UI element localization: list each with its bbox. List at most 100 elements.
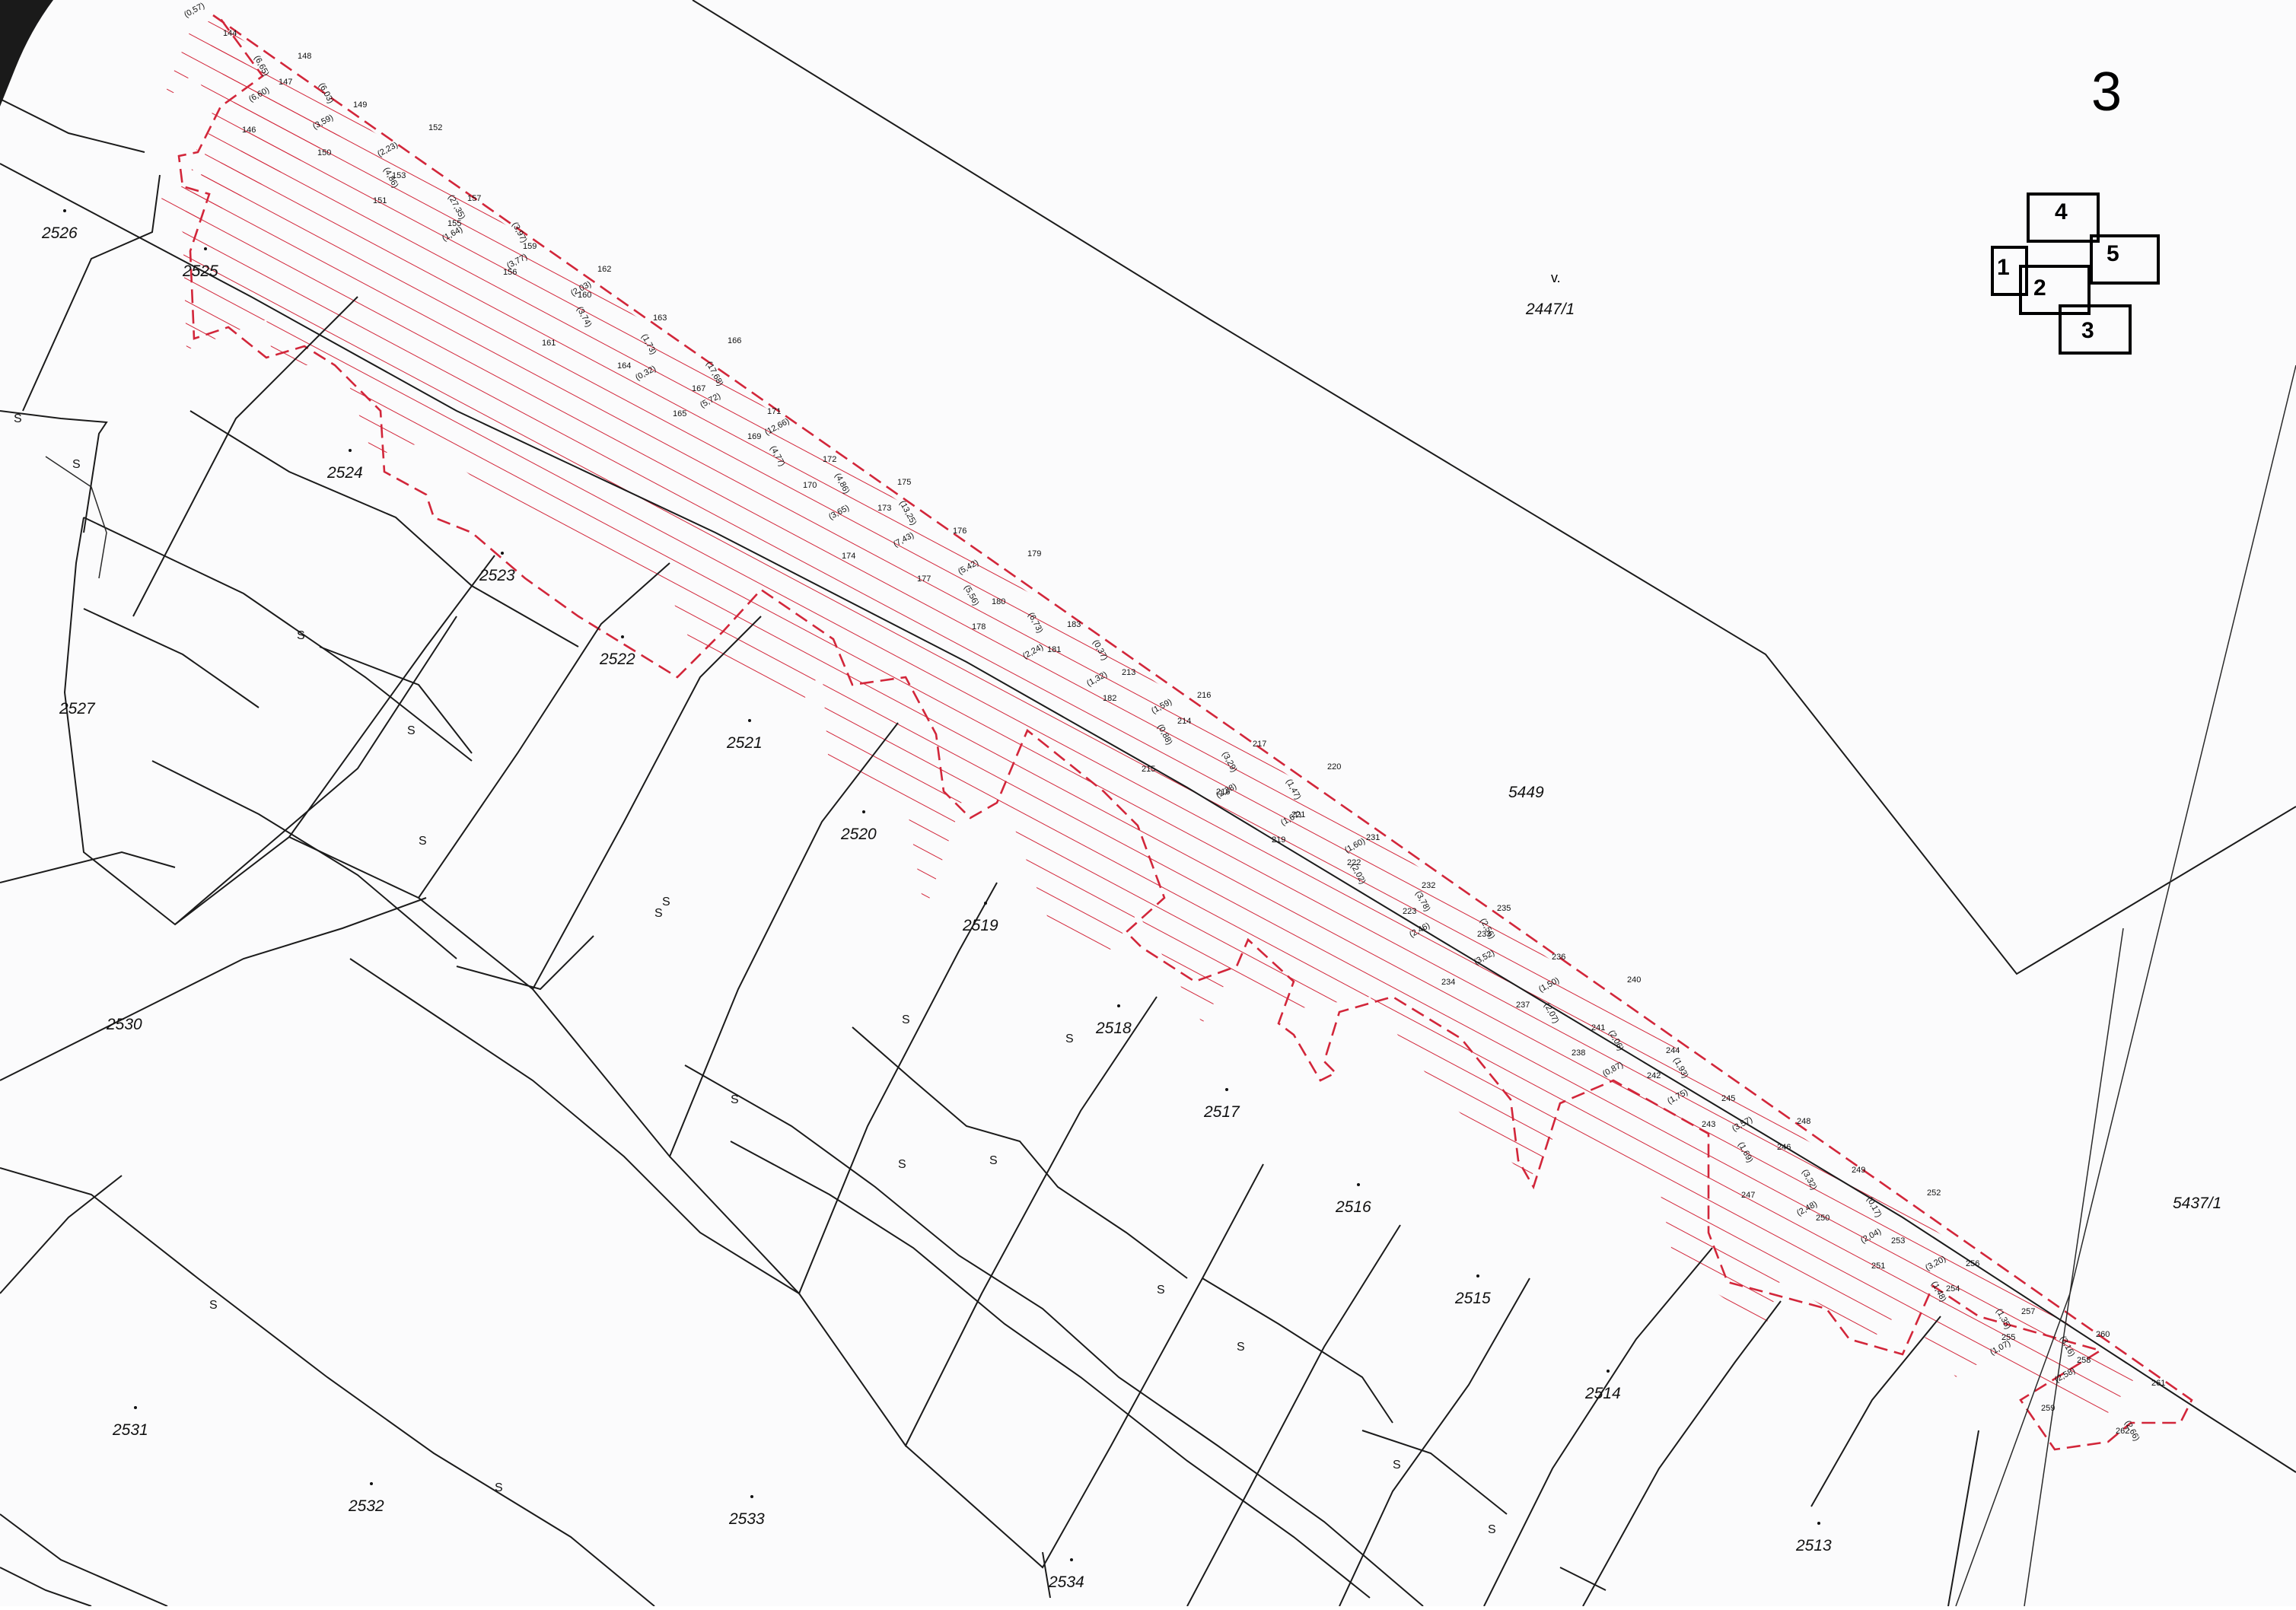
point-label: 165 <box>673 409 687 418</box>
parcel-label[interactable]: 2515 <box>1455 1290 1491 1307</box>
index-label-2: 2 <box>2033 275 2046 301</box>
sheet-index-map <box>1991 192 2160 355</box>
point-label: 252 <box>1927 1188 1941 1198</box>
point-label: 181 <box>1047 645 1062 654</box>
point-label: 150 <box>317 148 332 158</box>
parcel-label[interactable]: 2530 <box>107 1016 142 1033</box>
parcel-centroid-dot <box>1607 1370 1610 1373</box>
point-label: 161 <box>542 339 556 348</box>
parcel-label[interactable]: 2513 <box>1796 1537 1832 1554</box>
point-label: 173 <box>877 504 892 513</box>
parcel-label[interactable]: 2524 <box>327 464 363 482</box>
point-label: 249 <box>1852 1166 1866 1175</box>
parcel-label[interactable]: 5449 <box>1508 784 1544 801</box>
parcel-label[interactable]: 2518 <box>1096 1020 1132 1037</box>
point-label: 222 <box>1347 858 1361 867</box>
parcel-centroid-dot <box>370 1482 373 1485</box>
point-label: 162 <box>597 265 612 274</box>
svg-text:S: S <box>407 724 416 737</box>
parcel-label[interactable]: 2521 <box>727 734 763 752</box>
parcel-label[interactable]: 2447/1 <box>1526 301 1575 318</box>
point-label: 241 <box>1591 1023 1606 1032</box>
parcel-label[interactable]: 2533 <box>729 1510 765 1528</box>
point-label: 240 <box>1627 975 1642 985</box>
point-label: 182 <box>1103 694 1117 703</box>
parcel-centroid-dot <box>349 449 352 452</box>
point-label: 176 <box>953 527 967 536</box>
point-label: 214 <box>1177 717 1192 726</box>
svg-text:S: S <box>662 896 670 908</box>
svg-text:S: S <box>1393 1459 1401 1472</box>
index-label-3: 3 <box>2081 318 2094 343</box>
point-label: 238 <box>1572 1048 1586 1058</box>
point-label: 155 <box>447 219 462 228</box>
point-label: 149 <box>353 100 368 110</box>
point-label: 243 <box>1702 1120 1716 1129</box>
point-label: 169 <box>747 432 762 441</box>
parcel-label[interactable]: 2534 <box>1049 1573 1084 1591</box>
point-label: 247 <box>1741 1191 1756 1200</box>
point-label: 244 <box>1666 1046 1680 1055</box>
parcel-label[interactable]: 2517 <box>1204 1103 1240 1121</box>
point-label: 147 <box>279 78 293 87</box>
svg-text:S: S <box>654 907 663 920</box>
svg-text:S: S <box>495 1481 503 1494</box>
point-label: 180 <box>992 597 1006 606</box>
point-label: 217 <box>1253 740 1267 749</box>
point-label: 148 <box>298 52 312 61</box>
road-edge-upper <box>692 0 2296 975</box>
point-label: 223 <box>1403 907 1417 916</box>
point-label: 146 <box>242 126 256 135</box>
scan-corner <box>0 0 53 107</box>
parcel-label[interactable]: 2520 <box>841 826 877 843</box>
point-label: 220 <box>1327 762 1342 772</box>
parcel-label[interactable]: 2531 <box>113 1421 148 1439</box>
parcel-centroid-dot <box>1357 1183 1360 1186</box>
parcel-centroid-dot <box>750 1495 753 1498</box>
lot-lines <box>0 98 1979 1607</box>
parcel-centroid-dot <box>1476 1274 1479 1278</box>
point-label: 151 <box>373 196 387 205</box>
parcel-label[interactable]: 2525 <box>183 262 218 280</box>
parcel-label[interactable]: 2527 <box>59 700 95 718</box>
point-label: 170 <box>803 481 817 490</box>
point-label: 153 <box>392 171 406 180</box>
parcel-centroid-dot <box>1117 1004 1120 1007</box>
right-vertical <box>2024 928 2124 1607</box>
parcel-label[interactable]: 2523 <box>479 567 515 584</box>
parcel-label[interactable]: 2519 <box>963 917 998 934</box>
point-label: 163 <box>653 313 667 323</box>
svg-text:S: S <box>297 629 305 642</box>
parcel-centroid-dot <box>1070 1558 1073 1561</box>
point-label: 256 <box>1966 1259 1980 1268</box>
point-label: 160 <box>578 291 592 300</box>
point-label: 259 <box>2041 1404 2056 1413</box>
point-label: 156 <box>503 268 517 277</box>
point-label: 250 <box>1816 1214 1830 1223</box>
point-label: 242 <box>1647 1071 1661 1080</box>
parcel-label[interactable]: 2522 <box>600 651 635 668</box>
point-label: 257 <box>2021 1307 2036 1316</box>
parcel-label[interactable]: 2516 <box>1336 1198 1371 1216</box>
index-label-5: 5 <box>2107 241 2119 266</box>
parcel-label[interactable]: 5437/1 <box>2173 1195 2222 1212</box>
point-label: 178 <box>972 622 986 632</box>
parcel-label[interactable]: 2532 <box>349 1497 384 1515</box>
point-label: 157 <box>467 194 482 203</box>
index-label-1: 1 <box>1997 255 2010 280</box>
point-label: 260 <box>2096 1330 2110 1339</box>
point-label: 236 <box>1552 953 1566 962</box>
svg-text:S: S <box>898 1158 906 1171</box>
mark-v: v. <box>1551 270 1561 285</box>
svg-text:S: S <box>731 1093 739 1106</box>
point-label: 261 <box>2151 1379 2166 1388</box>
parcel-label[interactable]: 2514 <box>1585 1385 1621 1402</box>
svg-text:S: S <box>14 412 22 425</box>
svg-text:S: S <box>419 835 427 848</box>
parcel-label[interactable]: 2526 <box>42 224 78 242</box>
point-label: 183 <box>1067 620 1081 629</box>
point-label: 175 <box>897 478 912 487</box>
point-label: 255 <box>2001 1333 2016 1342</box>
